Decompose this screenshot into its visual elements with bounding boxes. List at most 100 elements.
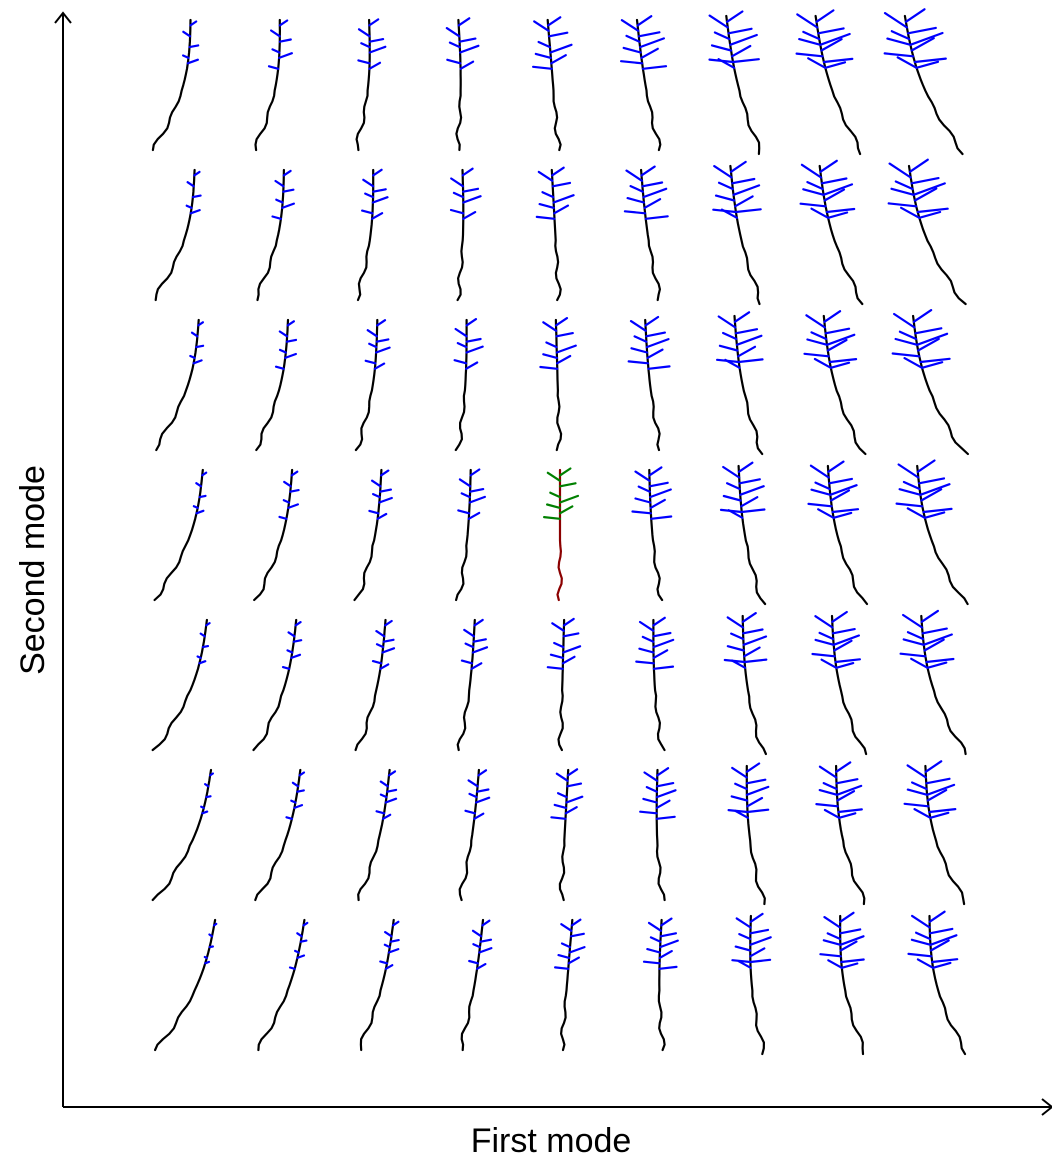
stem [559, 918, 574, 1052]
stem [546, 18, 562, 152]
y-axis-label: Second mode [14, 465, 52, 675]
shape-r5-c4 [456, 618, 489, 752]
branches [719, 461, 766, 519]
branches [819, 911, 865, 969]
shape-r7-c3 [359, 918, 400, 1052]
shape-r5-c1 [151, 618, 211, 752]
branches [635, 616, 675, 670]
shape-r1-c8 [795, 9, 862, 156]
x-axis-label: First mode [471, 1122, 632, 1158]
shape-r2-c6 [623, 165, 669, 302]
stem [155, 318, 200, 452]
branches [708, 10, 760, 69]
branches [453, 318, 484, 370]
branches [623, 165, 669, 220]
branches [723, 611, 768, 669]
shape-r3-c7 [715, 311, 764, 456]
branches [895, 459, 953, 519]
stem [814, 14, 862, 156]
shape-r3-c6 [627, 315, 671, 452]
shape-r6-c2 [254, 768, 306, 902]
stem [924, 764, 966, 906]
branches [203, 922, 218, 965]
branches [196, 621, 211, 665]
branches [361, 168, 389, 220]
stem [644, 318, 661, 452]
stem [556, 468, 563, 602]
shape-r1-c5 [531, 16, 573, 152]
branches [903, 760, 957, 819]
shape-r6-c6 [639, 767, 677, 902]
branches [449, 167, 482, 220]
stem [822, 314, 867, 456]
stem [745, 764, 766, 906]
y-axis-arrowhead [54, 11, 72, 24]
branches [883, 8, 947, 69]
shape-r6-c4 [458, 768, 491, 902]
branches [200, 772, 214, 815]
branches [731, 912, 772, 969]
stem [154, 918, 217, 1052]
stem [928, 914, 967, 1056]
branches [457, 468, 486, 520]
branches [807, 460, 860, 519]
shape-r4-c8 [807, 460, 869, 606]
shape-r3-c2 [255, 318, 298, 452]
stem [354, 618, 387, 752]
branches [811, 610, 862, 669]
stem [151, 18, 192, 152]
branches [364, 319, 391, 370]
branches [712, 160, 762, 219]
shape-r6-c5 [550, 768, 584, 902]
branches [185, 170, 202, 215]
shape-r7-c6 [642, 917, 679, 1052]
branches [192, 471, 208, 515]
branches [271, 169, 295, 220]
stem [648, 468, 664, 602]
branches [281, 620, 303, 670]
branches [727, 762, 770, 819]
branches [535, 166, 575, 220]
shape-r3-c3 [354, 318, 391, 452]
branches [899, 609, 955, 669]
shape-r4-c1 [153, 468, 208, 602]
shape-r4-c9 [895, 459, 969, 606]
stem [151, 768, 213, 902]
shape-r2-c8 [799, 159, 864, 306]
branches [799, 159, 856, 219]
branches [357, 18, 387, 70]
shape-r2-c2 [256, 168, 295, 302]
branches [550, 768, 584, 820]
branches [553, 918, 586, 970]
shape-r6-c9 [903, 760, 966, 906]
branches [464, 769, 491, 820]
branches [631, 466, 673, 520]
stem [359, 918, 395, 1052]
stem [454, 318, 468, 452]
stem [558, 768, 570, 902]
shape-r4-c4 [455, 468, 486, 602]
stem [256, 168, 285, 302]
stem [253, 468, 294, 602]
branches [285, 771, 306, 820]
shape-r1-c6 [619, 15, 668, 152]
shape-r1-c3 [355, 18, 387, 152]
x-axis-arrowhead [1041, 1098, 1052, 1116]
branches [803, 310, 858, 369]
stem [356, 168, 375, 302]
stem [455, 18, 463, 152]
branches [288, 921, 309, 970]
branches [460, 618, 489, 670]
stem [154, 168, 196, 302]
branches [445, 17, 480, 70]
stem [557, 618, 566, 752]
shape-r2-c7 [712, 160, 762, 306]
stem [153, 468, 204, 602]
branches [539, 317, 577, 370]
shape-r2-c3 [356, 168, 389, 302]
shape-r3-c8 [803, 310, 867, 456]
branches [182, 20, 200, 65]
shape-r6-c3 [357, 768, 398, 902]
branches [639, 767, 677, 820]
